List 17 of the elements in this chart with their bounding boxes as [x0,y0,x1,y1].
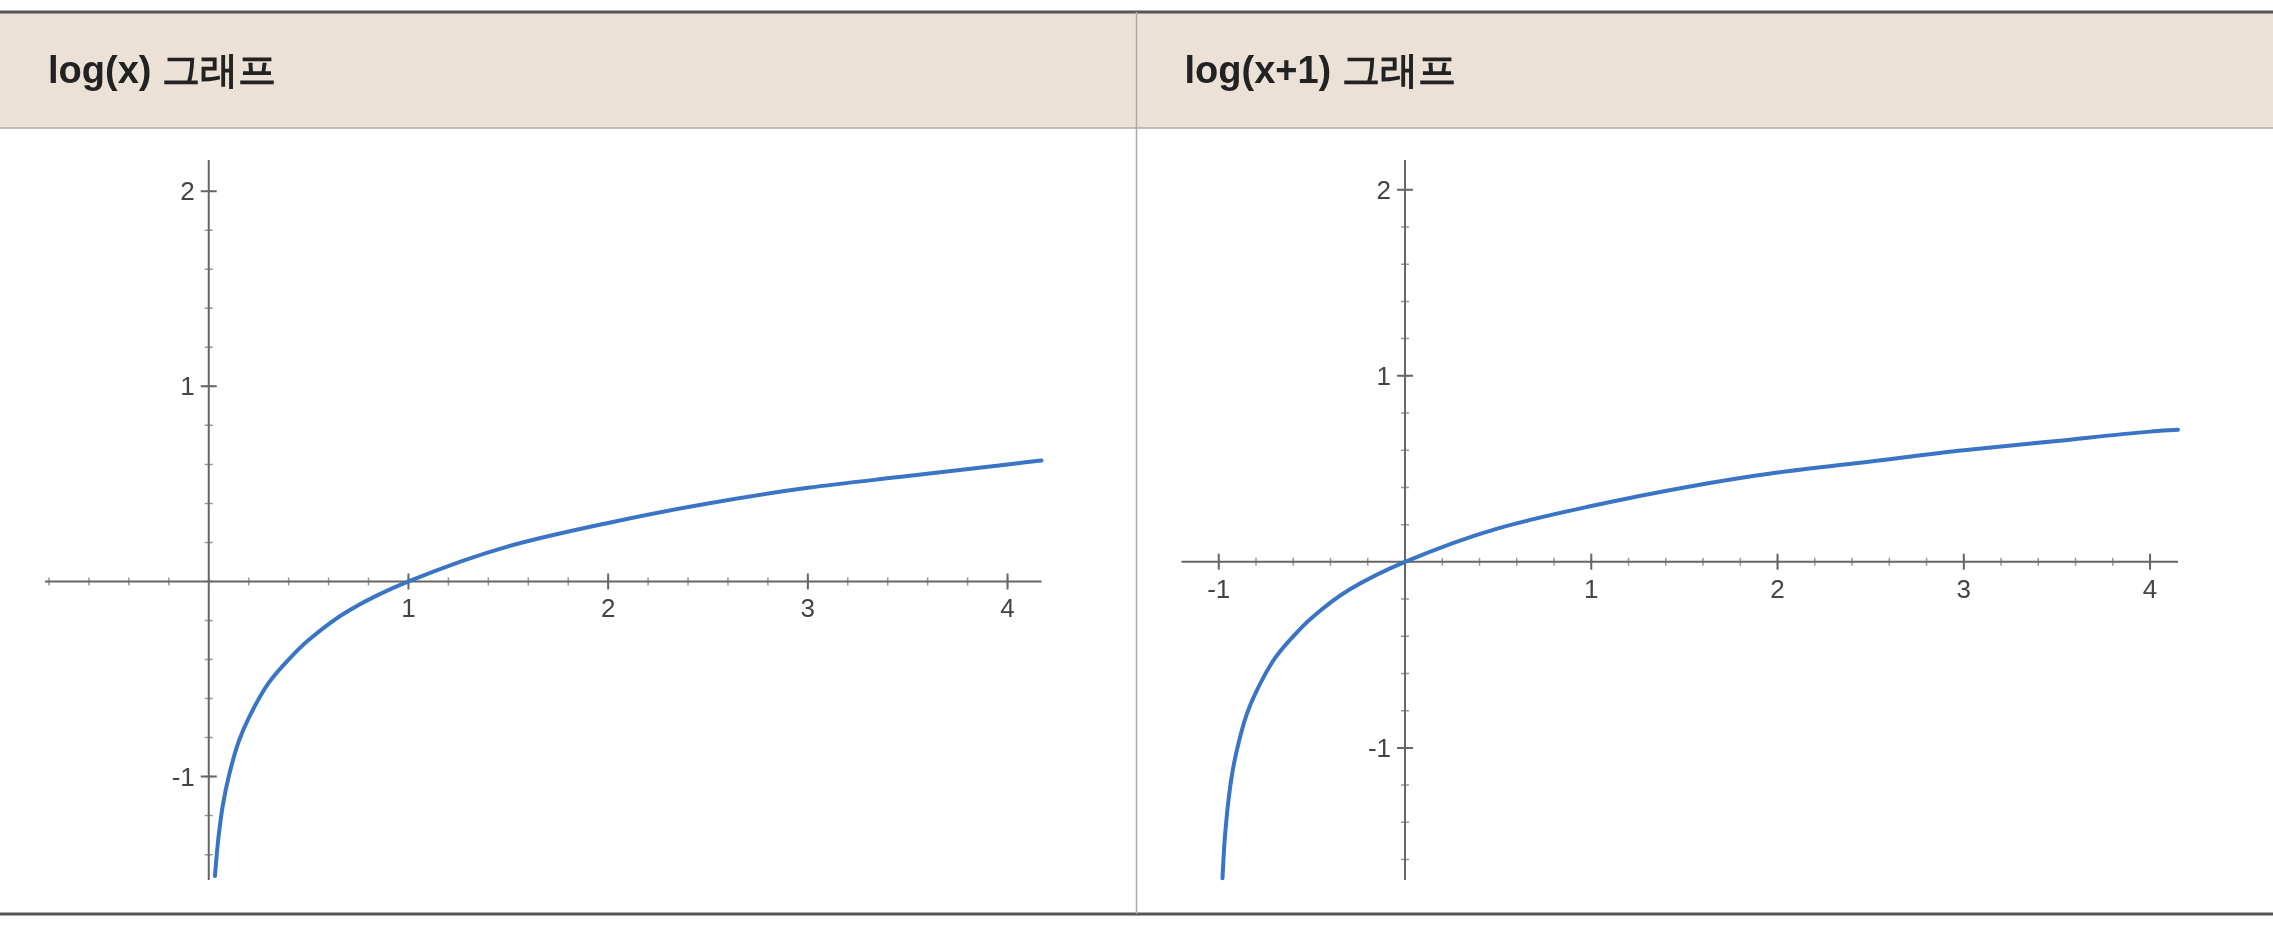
y-tick-label: 1 [180,371,195,402]
x-tick-label: 4 [1000,593,1015,624]
x-tick-label: 2 [1770,573,1785,604]
x-tick-label: 1 [401,593,416,624]
y-tick-label: 2 [1376,174,1392,205]
x-tick-label: 2 [600,593,616,624]
x-tick-label: 4 [2142,573,2158,604]
y-tick-label: 2 [180,176,195,207]
x-tick-label: 3 [800,593,816,624]
x-tick-label: 3 [1956,573,1972,604]
y-tick-label: -1 [171,761,195,792]
x-tick-label: 1 [1584,573,1599,604]
y-tick-label: -1 [1367,732,1392,763]
y-tick-label: 1 [1376,360,1392,391]
x-tick-label: -1 [1207,573,1231,604]
chart-title: log(x+1) 그래프 [1184,49,1456,91]
chart-title: log(x) 그래프 [48,49,276,91]
